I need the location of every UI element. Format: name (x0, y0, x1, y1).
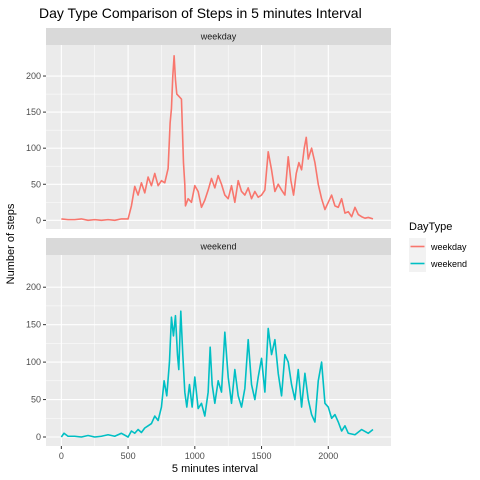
y-tick-label: 100 (26, 143, 41, 153)
y-tick-label: 200 (26, 71, 41, 81)
y-tick-label: 0 (36, 215, 41, 225)
strip-weekend (46, 238, 391, 255)
legend-item-weekend: weekend (409, 255, 467, 272)
y-tick-label: 50 (31, 179, 41, 189)
y-tick-label: 0 (36, 432, 41, 442)
y-tick-label: 200 (26, 282, 41, 292)
x-tick-label: 1000 (185, 451, 205, 461)
legend-label: weekday (430, 242, 467, 252)
panel-weekday: weekday 0 50 100 150 200 (26, 28, 391, 229)
x-tick-label: 500 (121, 451, 136, 461)
panel-background (46, 45, 391, 229)
x-tick-label: 0 (59, 451, 64, 461)
chart-title: Day Type Comparison of Steps in 5 minute… (39, 5, 362, 21)
y-tick-label: 150 (26, 320, 41, 330)
x-tick-label: 2000 (318, 451, 338, 461)
legend-label: weekend (430, 259, 467, 269)
strip-label-weekday: weekday (200, 32, 237, 42)
y-tick-label: 100 (26, 357, 41, 367)
legend-title: DayType (409, 221, 452, 233)
legend-item-weekday: weekday (409, 238, 467, 255)
y-tick-label: 150 (26, 107, 41, 117)
strip-weekday (46, 28, 391, 45)
panel-background (46, 255, 391, 446)
series-line-weekend (60, 310, 374, 438)
strip-label-weekend: weekend (199, 242, 236, 252)
series-line-weekday (61, 55, 374, 222)
y-tick-label: 50 (31, 395, 41, 405)
y-axis-title: Number of steps (5, 203, 17, 284)
x-axis-title: 5 minutes interval (172, 463, 258, 475)
x-tick-label: 1500 (252, 451, 272, 461)
legend: DayType weekday weekend (409, 221, 467, 272)
